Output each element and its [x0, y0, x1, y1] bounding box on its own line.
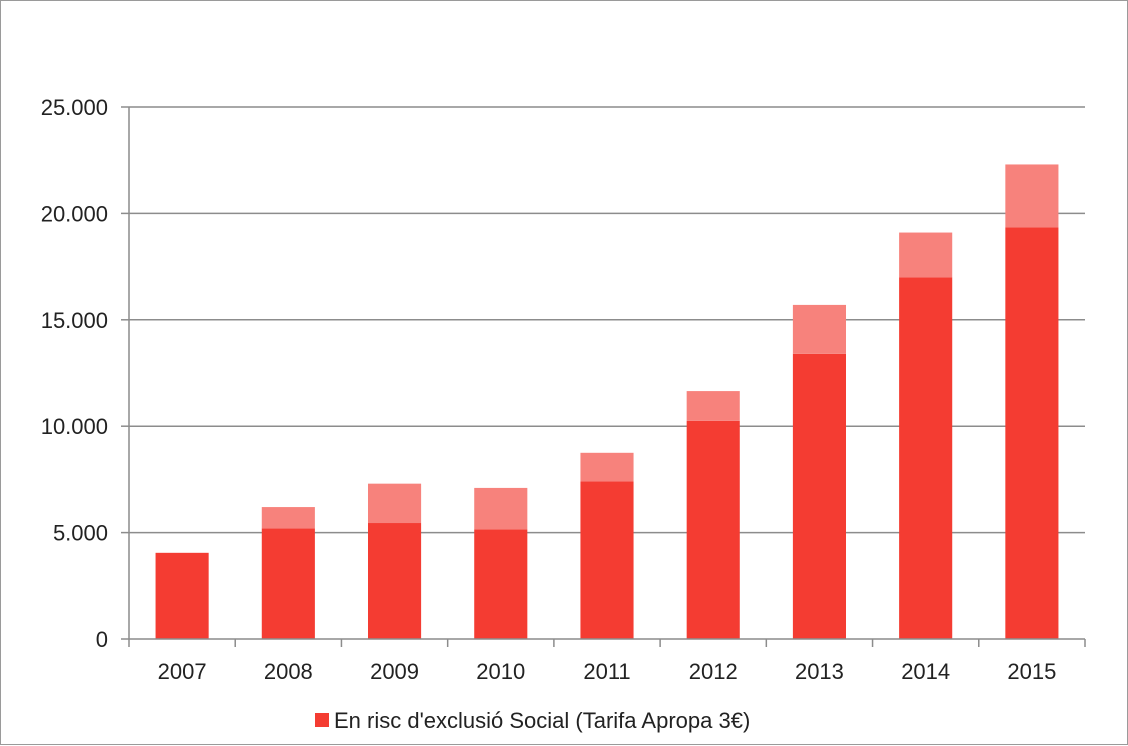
x-axis: 2007 2008 2009 2010 2011 2012 2013 2014 2015	[128, 107, 1086, 684]
x-tick-label: 2014	[901, 659, 950, 684]
bar-segment-secondary	[580, 452, 634, 482]
x-tick-label: 2015	[1007, 659, 1056, 684]
y-tick-label: 15.000	[41, 308, 108, 333]
x-tick-label: 2008	[264, 659, 313, 684]
legend: En risc d'exclusió Social (Tarifa Apropa…	[315, 708, 750, 733]
x-tick-label: 2007	[158, 659, 207, 684]
bar-segment-primary	[686, 420, 740, 639]
legend-label: En risc d'exclusió Social (Tarifa Apropa…	[334, 708, 750, 733]
y-tick-label: 5.000	[53, 521, 108, 546]
bar-segment-primary	[1005, 227, 1059, 639]
bar-segment-secondary	[1005, 164, 1059, 228]
y-tick-label: 0	[96, 627, 108, 652]
bar-segment-secondary	[474, 487, 528, 530]
bar-segment-secondary	[686, 391, 740, 421]
bar-segment-primary	[792, 353, 846, 639]
x-tick-label: 2011	[583, 659, 630, 684]
bar-segment-primary	[261, 528, 315, 639]
bar-segment-primary	[155, 552, 209, 639]
bar-segment-secondary	[368, 483, 422, 524]
y-axis-ticks: 0 5.000 10.000 15.000 20.000 25.000	[41, 95, 129, 652]
x-tick-label: 2010	[476, 659, 525, 684]
bars	[155, 164, 1059, 639]
y-tick-label: 20.000	[41, 201, 108, 226]
x-tick-label: 2009	[370, 659, 419, 684]
bar-segment-secondary	[792, 304, 846, 354]
bar-segment-primary	[580, 481, 634, 639]
x-tick-label: 2013	[795, 659, 844, 684]
y-tick-label: 25.000	[41, 95, 108, 120]
bar-segment-primary	[474, 529, 528, 639]
y-tick-label: 10.000	[41, 414, 108, 439]
bar-segment-secondary	[899, 232, 953, 278]
bar-segment-primary	[899, 277, 953, 639]
x-tick-label: 2012	[689, 659, 738, 684]
legend-swatch	[315, 713, 329, 727]
bar-segment-secondary	[261, 507, 315, 529]
bar-segment-primary	[368, 523, 422, 639]
